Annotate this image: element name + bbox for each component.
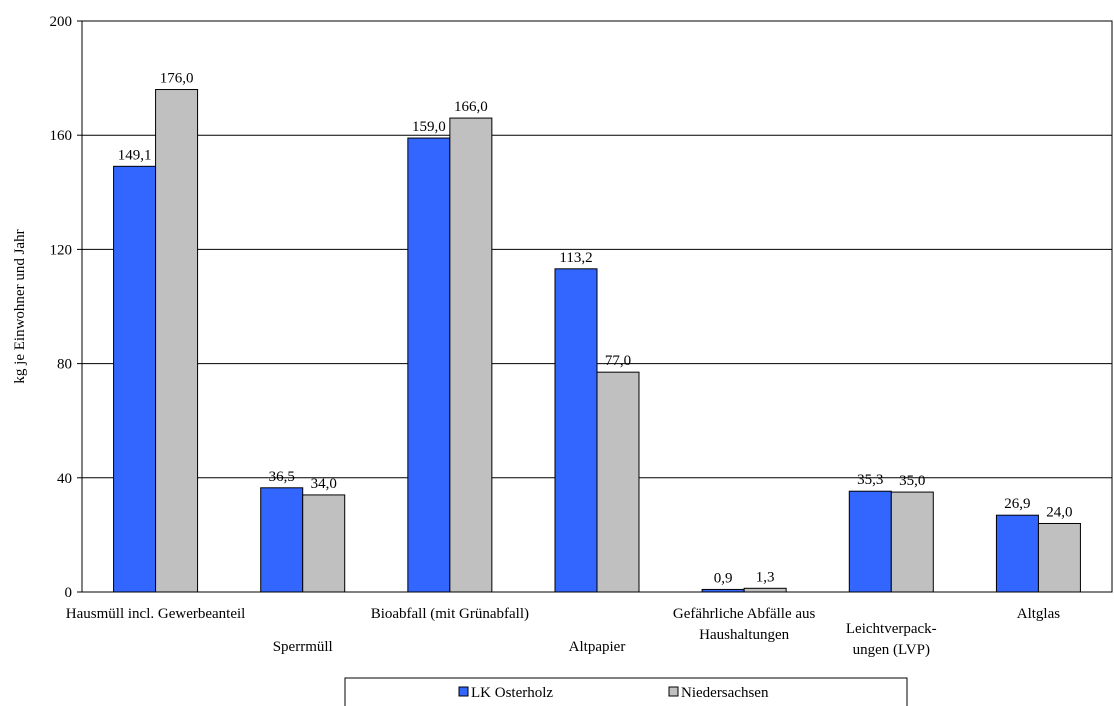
- bar-lk-osterholz: [113, 165, 157, 593]
- y-tick-label: 0: [65, 585, 73, 601]
- x-category-label: Hausmüll incl. Gewerbeanteil: [66, 606, 246, 622]
- x-category-label: Haushaltungen: [699, 627, 789, 643]
- y-tick-label: 200: [50, 14, 73, 30]
- y-tick-label: 40: [57, 471, 72, 487]
- data-label: 77,0: [605, 353, 631, 369]
- plot-area-border: [81, 20, 1113, 593]
- x-category-label: Altpapier: [569, 639, 626, 655]
- x-category-label: Leichtverpack-: [846, 621, 937, 637]
- data-label: 35,0: [899, 473, 925, 489]
- data-label: 35,3: [857, 472, 883, 488]
- y-axis-label: kg je Einwohner und Jahr: [12, 229, 28, 383]
- data-label: 0,9: [714, 570, 733, 586]
- data-label: 1,3: [756, 569, 775, 585]
- axes: 0 40 80 120 160 200: [50, 14, 1113, 601]
- bar-niedersachsen: [596, 371, 640, 593]
- bar-lk-osterholz: [407, 137, 451, 593]
- y-tick-label: 160: [50, 128, 73, 144]
- legend-box: [344, 677, 908, 706]
- category-labels: Hausmüll incl. Gewerbeanteil Sperrmüll Bio…: [66, 606, 1060, 658]
- legend-swatch: [668, 686, 679, 697]
- bar-niedersachsen: [1037, 522, 1081, 593]
- data-label: 166,0: [454, 99, 488, 115]
- bar-niedersachsen: [890, 491, 934, 593]
- x-category-label: Gefährliche Abfälle aus: [673, 606, 816, 622]
- legend-label: Niedersachsen: [681, 685, 769, 701]
- bar-lk-osterholz: [848, 490, 892, 593]
- bar-niedersachsen: [302, 494, 346, 593]
- y-tick-label: 120: [50, 242, 73, 258]
- bar-lk-osterholz: [995, 514, 1039, 593]
- bar-lk-osterholz: [260, 487, 304, 593]
- x-category-label: Altglas: [1017, 606, 1060, 622]
- legend-label: LK Osterholz: [471, 685, 553, 701]
- data-label: 176,0: [160, 71, 194, 87]
- x-category-label: Sperrmüll: [273, 639, 333, 655]
- data-label: 149,1: [118, 147, 152, 163]
- data-label: 34,0: [311, 476, 337, 492]
- y-tick-label: 80: [57, 357, 72, 373]
- data-label: 113,2: [559, 250, 592, 266]
- bar-niedersachsen: [743, 587, 787, 593]
- bars: [113, 89, 1081, 593]
- data-label: 24,0: [1046, 504, 1072, 520]
- bar-niedersachsen: [449, 117, 493, 593]
- bar-lk-osterholz: [554, 268, 598, 593]
- data-labels: 149,1 36,5 159,0 113,2 0,9 35,3 26,9 176,0 34,0 1…: [118, 71, 1073, 587]
- legend: LK Osterholz Niedersachsen: [344, 677, 908, 706]
- data-label: 26,9: [1004, 496, 1030, 512]
- x-category-label: Bioabfall (mit Grünabfall): [371, 606, 529, 622]
- bar-niedersachsen: [155, 89, 199, 593]
- legend-swatch: [458, 686, 469, 697]
- data-label: 36,5: [269, 469, 295, 485]
- x-category-label: ungen (LVP): [853, 642, 930, 658]
- data-label: 159,0: [412, 119, 446, 135]
